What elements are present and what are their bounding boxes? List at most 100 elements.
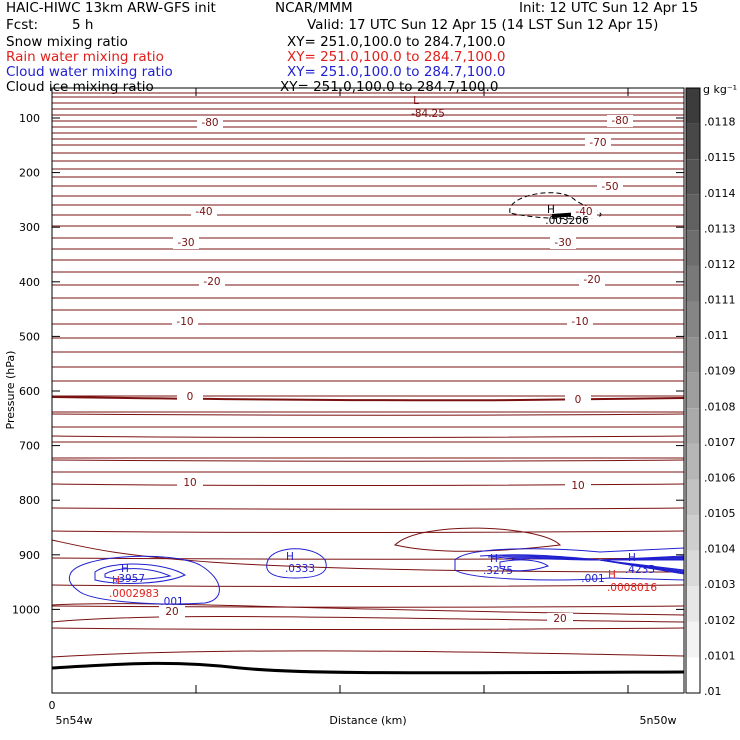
contour-label-bg (597, 181, 623, 193)
temperature-contour-line (51, 459, 685, 462)
contour-label-bg (550, 237, 576, 249)
temperature-contour-line (51, 603, 685, 616)
y-tick-label: 400 (19, 276, 40, 289)
temperature-closed-contour (393, 527, 562, 552)
temperature-contour-label: -30 (177, 237, 194, 249)
cloud-water-contour (68, 555, 220, 605)
forecast-label: Fcst: (6, 17, 39, 33)
maximum-value: .3275 (483, 565, 513, 577)
y-tick-label: 300 (19, 221, 40, 234)
maximum-value: .4235 (625, 564, 655, 576)
y-tick-label: 1000 (12, 603, 40, 616)
temperature-contour-label: -10 (176, 316, 193, 328)
temperature-contour-label: -20 (203, 276, 220, 288)
temperature-contour-line (51, 530, 685, 533)
temperature-contour-line (51, 507, 685, 510)
maximum-marker: H (121, 563, 129, 575)
maximum-value: .3957 (115, 573, 145, 585)
temperature-contour-line (51, 539, 685, 573)
temperature-contour-label: 0 (187, 391, 194, 403)
maximum-marker: H (547, 204, 555, 216)
contour-label-bg (177, 477, 203, 489)
maximum-value: .0333 (285, 563, 315, 575)
organization: NCAR/MMM (275, 0, 353, 16)
maximum-marker: H (286, 551, 294, 563)
temperature-contour-label: -30 (554, 237, 571, 249)
temperature-contour-label: 20 (553, 613, 566, 625)
temperature-contour-label: -50 (601, 181, 618, 193)
freezing-level-contour (51, 396, 685, 402)
valid-time: Valid: 17 UTC Sun 12 Apr 15 (14 LST Sun … (307, 17, 659, 33)
temperature-contours (51, 92, 685, 658)
maximum-value: .001 (160, 596, 183, 608)
contour-label-bg (177, 391, 203, 403)
maximum-value: .003206 (545, 215, 589, 227)
model-title: HAIC-HIWC 13km ARW-GFS init (6, 0, 216, 16)
cloud-water-contour (499, 559, 550, 572)
maximum-marker: H (608, 569, 616, 581)
maximum-marker: H (628, 552, 636, 564)
y-tick-label: 700 (19, 440, 40, 453)
temperature-contour-label: 10 (571, 480, 584, 492)
special-contours (51, 192, 685, 675)
terrain-surface (51, 661, 685, 675)
x-axis-label: Distance (km) (329, 714, 406, 727)
y-tick-label: 100 (19, 112, 40, 125)
contour-label-bg (172, 316, 198, 328)
y-axis-label: Pressure (hPa) (4, 351, 17, 430)
x-zero-label: 0 (49, 699, 56, 712)
field-xy-cloud-ice: XY= 251.0,100.0 to 284.7,100.0 (280, 79, 499, 95)
temperature-contour-label: -20 (583, 274, 600, 286)
maximum-marker: H (112, 575, 120, 587)
temperature-contour-label: 10 (183, 477, 196, 489)
temperature-contour-line (51, 413, 685, 416)
y-tick-label: 800 (19, 494, 40, 507)
temperature-contour-line (51, 435, 685, 438)
y-tick-label: 900 (19, 549, 40, 562)
field-xy-cloud-water: XY= 251.0,100.0 to 284.7,100.0 (287, 64, 506, 80)
contour-labels: -80 -80 -70 -50 -40 -40 -30 -30 -20 -20 -10 -10 0 0 10… (109, 95, 657, 625)
temperature-contour-label: -80 (201, 117, 218, 129)
forecast-hours: 5 h (72, 17, 94, 33)
temperature-contour-label: -10 (571, 316, 588, 328)
contour-label-bg (191, 206, 217, 218)
contour-label-bg (547, 613, 573, 625)
y-tick-label: 500 (19, 330, 40, 343)
temperature-contour-line (51, 627, 685, 630)
maximum-marker: H (490, 553, 498, 565)
temperature-contour-line (51, 605, 685, 608)
maximum-value: .0008016 (607, 582, 657, 594)
contour-label-bg (579, 274, 605, 286)
cloud-water-contour (104, 568, 172, 581)
contour-label-bg (565, 480, 591, 492)
field-name-rain: Rain water mixing ratio (6, 49, 164, 65)
init-time: Init: 12 UTC Sun 12 Apr 15 (519, 0, 699, 16)
temperature-contour-label: 0 (575, 394, 582, 406)
contour-label-bg (585, 137, 611, 149)
minimum-value: -84.25 (411, 108, 445, 120)
temperature-contour-label: 20 (165, 606, 178, 618)
temperature-contour-line (51, 650, 685, 658)
field-name-snow: Snow mixing ratio (6, 34, 128, 50)
contour-label-bg (199, 276, 225, 288)
contour-label-bg (173, 237, 199, 249)
contour-label-bg (565, 394, 591, 406)
field-name-cloud-water: Cloud water mixing ratio (6, 64, 173, 80)
cloud-water-contour (94, 563, 187, 584)
field-xy-snow: XY= 251.0,100.0 to 284.7,100.0 (287, 34, 506, 50)
minimum-marker: L (413, 95, 419, 107)
contour-label-bg (607, 115, 633, 127)
x-end-label: 5n50w (640, 714, 677, 727)
maximum-value: .001 (581, 573, 604, 585)
cloud-water-contour (511, 558, 685, 571)
field-xy-rain: XY= 251.0,100.0 to 284.7,100.0 (287, 49, 506, 65)
temperature-contour-label: -40 (195, 206, 212, 218)
temperature-contour-label: -40 (575, 206, 592, 218)
temperature-contour-label: -80 (611, 115, 628, 127)
maximum-value: .0002983 (109, 588, 159, 600)
contour-label-bg (571, 206, 597, 218)
contour-label-bg (197, 117, 223, 129)
temperature-contour-line (51, 616, 685, 623)
